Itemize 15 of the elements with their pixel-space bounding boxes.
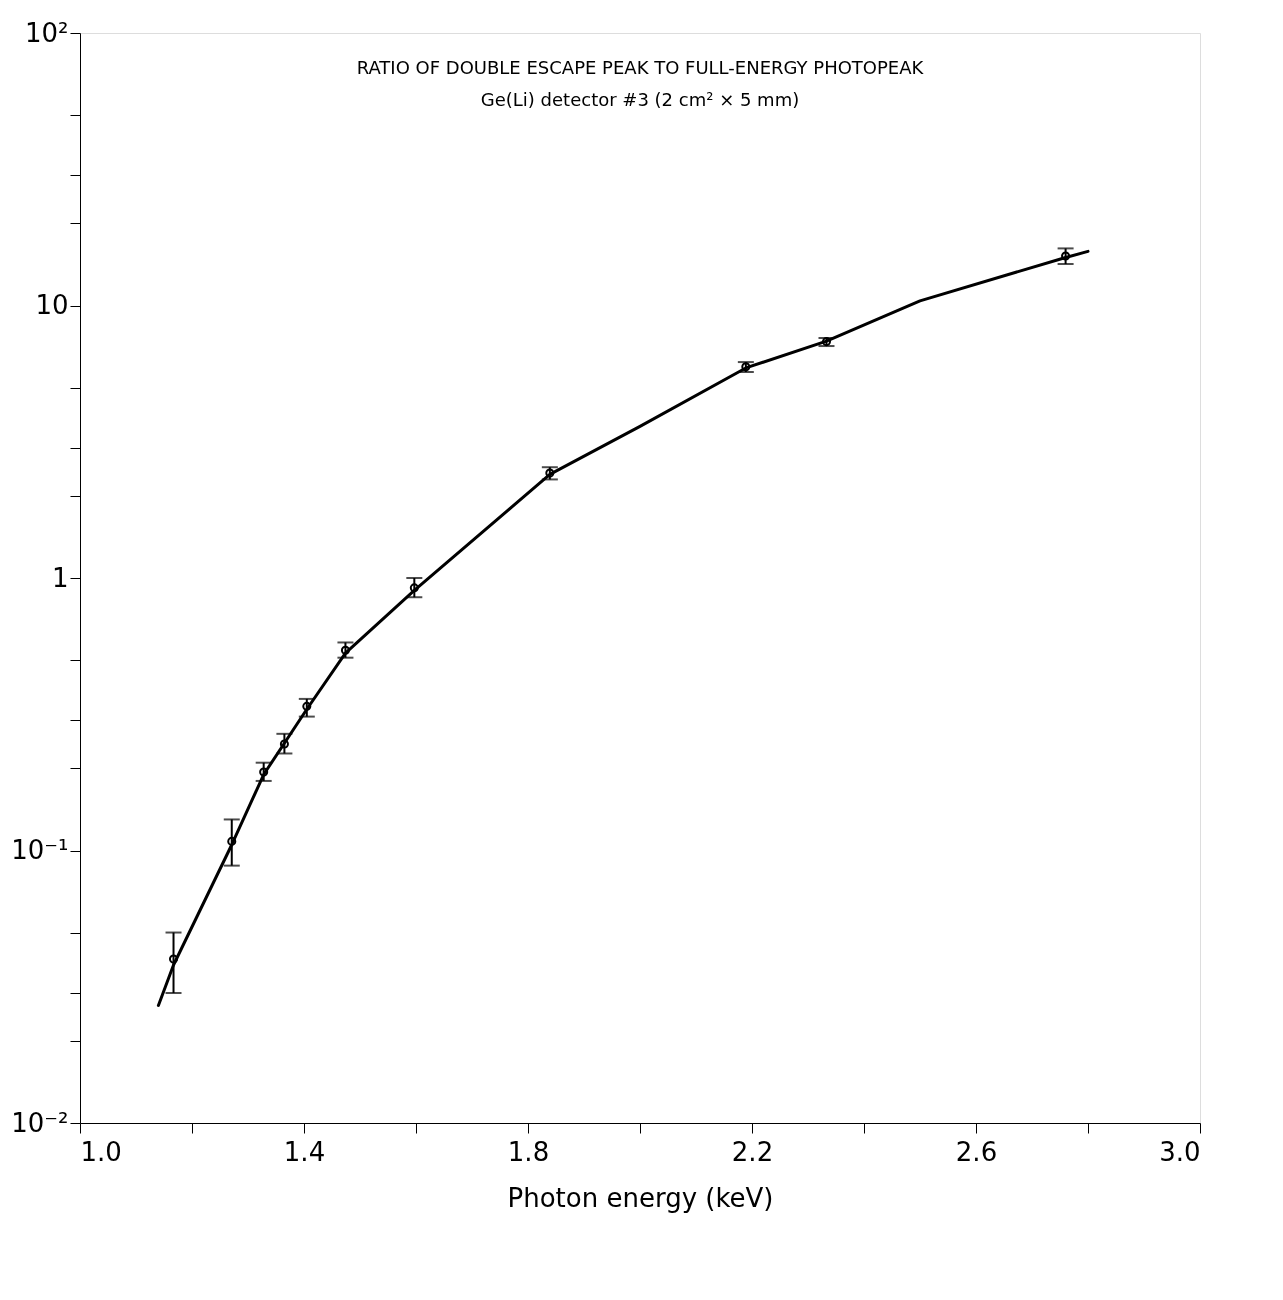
y-tick-label: 1 (51, 562, 69, 593)
line-series (156, 249, 1090, 1007)
x-tick-label: 1.8 (507, 1136, 550, 1167)
x-axis-title: Photon energy (keV) (507, 1182, 774, 1213)
text: RATIO OF DOUBLE ESCAPE PEAK TO FULL-ENERGY PHOTOPEAK (356, 57, 925, 78)
x-tick-label: 2.6 (955, 1136, 998, 1167)
x-tick-label: 2.2 (731, 1136, 774, 1167)
y-tick-label: 10 (35, 290, 69, 320)
x-tick-label: 1.0 (80, 1136, 122, 1167)
x-tick-label: 1.4 (283, 1136, 326, 1167)
text: Ge(Li) detector #3 (2 cm² × 5 mm) (480, 89, 800, 110)
y-tick-label: 10⁻¹ (11, 835, 69, 865)
y-tick-label: 10⁻² (11, 1107, 69, 1138)
x-tick-label: 3.0 (1159, 1136, 1201, 1167)
y-tick-label: 10² (24, 17, 69, 48)
